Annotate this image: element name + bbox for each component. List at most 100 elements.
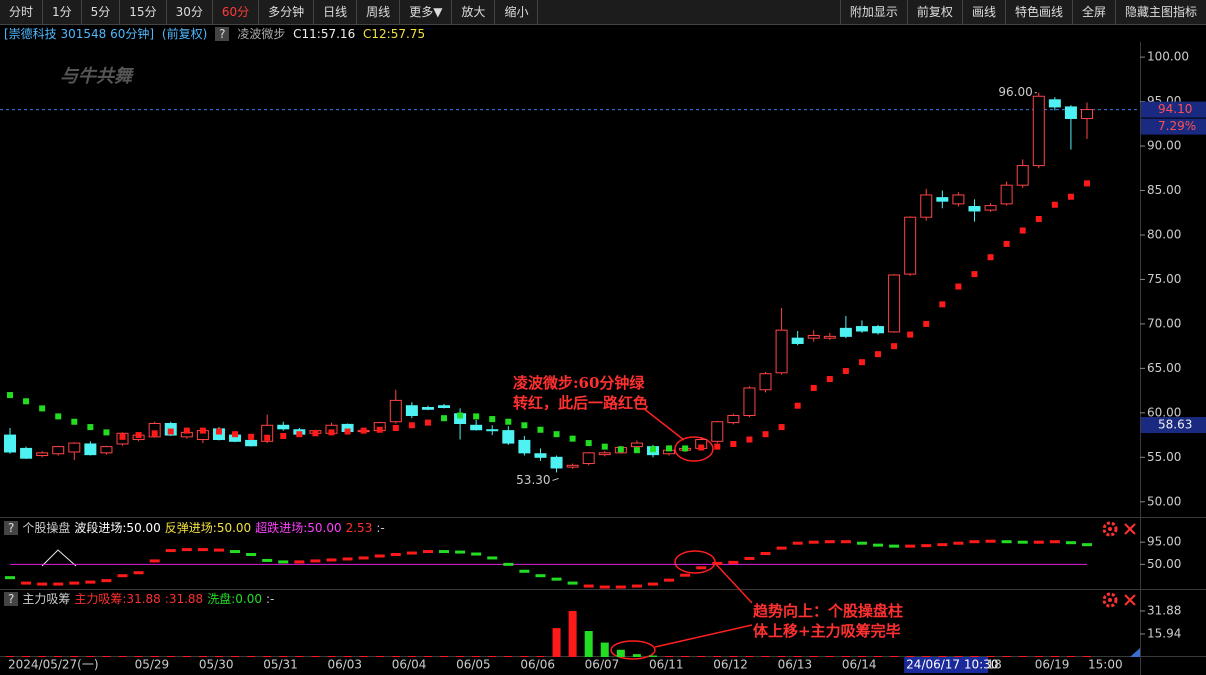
bar bbox=[343, 656, 352, 657]
indicator-dot bbox=[473, 413, 480, 420]
indicator-dash bbox=[390, 553, 401, 557]
toolbar: 分时 1分 5分 15分 30分 60分 多分钟 日线 周线 更多▼ 放大 缩小 附加显示 前复权 画线 特色… bbox=[0, 0, 1206, 25]
indicator-dot bbox=[505, 418, 512, 425]
indicator-dot bbox=[232, 431, 239, 438]
x-tick-label: 06/14 bbox=[842, 658, 877, 672]
settings-icon[interactable] bbox=[1102, 521, 1118, 537]
y-tick-label: 15.94 bbox=[1147, 626, 1181, 640]
indicator-dash bbox=[953, 541, 964, 545]
indicator-dot bbox=[376, 426, 383, 433]
toolbar-button[interactable]: 画线 bbox=[961, 0, 1005, 24]
panel-header: ? 主力吸筹 主力吸筹:31.88:31.88 洗盘:0.00:- bbox=[4, 591, 278, 607]
candle-body bbox=[1048, 99, 1061, 108]
signal-marker bbox=[41, 549, 77, 567]
bar bbox=[1066, 656, 1075, 657]
bar bbox=[311, 656, 320, 657]
toolbar-button[interactable]: 放大 bbox=[452, 0, 496, 24]
toolbar-button[interactable]: 缩小 bbox=[495, 0, 539, 24]
candle-body bbox=[984, 205, 997, 211]
toolbar-button[interactable]: 前复权 bbox=[906, 0, 962, 24]
indicator-dot bbox=[730, 440, 737, 447]
bar bbox=[6, 656, 14, 657]
candle-body bbox=[1016, 165, 1029, 186]
candle-body bbox=[630, 442, 643, 448]
x-tick-label: 05/29 bbox=[135, 658, 170, 672]
indicator-dash bbox=[840, 540, 851, 544]
bar bbox=[182, 656, 191, 657]
candle-body bbox=[261, 424, 274, 442]
indicator-dash bbox=[310, 559, 321, 563]
toolbar-button[interactable]: 30分 bbox=[167, 0, 213, 24]
indicator-dot bbox=[907, 331, 914, 338]
toolbar-button[interactable]: 隐藏主图指标 bbox=[1114, 0, 1206, 24]
watermark: 与牛共舞 bbox=[60, 66, 132, 87]
indicator-dash bbox=[728, 560, 739, 564]
toolbar-button[interactable]: 5分 bbox=[82, 0, 121, 24]
x-tick-label: 18 bbox=[987, 658, 1002, 672]
bar bbox=[793, 656, 802, 657]
header-item[interactable]: ? bbox=[4, 592, 19, 606]
x-tick-label: 06/03 bbox=[327, 658, 362, 672]
toolbar-button[interactable]: 分时 bbox=[0, 0, 44, 24]
candle-body bbox=[1000, 184, 1013, 205]
header-item: :- bbox=[376, 521, 385, 535]
toolbar-button[interactable]: 日线 bbox=[314, 0, 358, 24]
indicator-dot bbox=[199, 427, 206, 434]
bar bbox=[938, 656, 947, 657]
close-icon[interactable] bbox=[1124, 594, 1136, 606]
candle-body bbox=[807, 334, 820, 339]
header-item: 洗盘:0.00 bbox=[207, 592, 262, 606]
bar bbox=[359, 656, 368, 657]
x-tick-label: 24/06/17 10:30 bbox=[906, 658, 998, 672]
indicator-dash bbox=[712, 561, 723, 565]
indicator-dash bbox=[519, 569, 530, 573]
indicator-dot bbox=[264, 434, 271, 441]
indicator-dash bbox=[439, 550, 450, 554]
settings-icon[interactable] bbox=[1102, 592, 1118, 608]
indicator-dash bbox=[21, 581, 32, 585]
toolbar-button[interactable]: 特色画线 bbox=[1004, 0, 1072, 24]
candle-body bbox=[20, 447, 33, 459]
indicator-dot bbox=[794, 402, 801, 409]
close-icon[interactable] bbox=[1124, 523, 1136, 535]
bar bbox=[214, 656, 223, 657]
indicator-dash bbox=[53, 582, 64, 586]
highlight-ring bbox=[674, 550, 716, 574]
indicator-dash bbox=[69, 581, 80, 585]
indicator-dash bbox=[1065, 541, 1076, 545]
candle-body bbox=[888, 274, 901, 333]
bar bbox=[1018, 656, 1027, 657]
toolbar-button[interactable]: 附加显示 bbox=[839, 0, 907, 24]
bar bbox=[134, 656, 143, 657]
header-item[interactable]: ? bbox=[4, 521, 19, 535]
indicator-dash bbox=[213, 548, 224, 552]
high-label: 96.00 bbox=[998, 85, 1032, 99]
indicator-dash bbox=[455, 550, 466, 554]
indicator-dot bbox=[296, 431, 303, 438]
candle-body bbox=[100, 446, 113, 454]
toolbar-button[interactable]: 多分钟 bbox=[259, 0, 315, 24]
bar bbox=[761, 656, 770, 657]
indicator-dot bbox=[1003, 240, 1010, 247]
candle-body bbox=[952, 194, 965, 205]
bar bbox=[890, 656, 899, 657]
indicator-dot bbox=[682, 445, 689, 452]
x-tick-label: 06/05 bbox=[456, 658, 491, 672]
toolbar-button[interactable]: 更多▼ bbox=[400, 0, 453, 24]
y-tick-label: 70.00 bbox=[1147, 316, 1181, 330]
candle-body bbox=[1081, 109, 1093, 119]
help-button[interactable]: ? bbox=[215, 27, 230, 41]
toolbar-button[interactable]: 全屏 bbox=[1071, 0, 1115, 24]
toolbar-button[interactable]: 60分 bbox=[213, 0, 260, 24]
indicator-dot bbox=[633, 447, 640, 454]
toolbar-button[interactable]: 1分 bbox=[43, 0, 82, 24]
toolbar-button[interactable]: 15分 bbox=[120, 0, 167, 24]
y-tick-label: 60.00 bbox=[1147, 405, 1181, 419]
y-tick-label: 55.00 bbox=[1147, 450, 1181, 464]
ref-price-label: 58.63 bbox=[1158, 418, 1192, 432]
indicator-dot bbox=[617, 446, 624, 453]
x-tick-label: 2024/05/27(一) bbox=[8, 658, 99, 672]
toolbar-button[interactable]: 周线 bbox=[357, 0, 401, 24]
indicator-dot bbox=[87, 424, 94, 431]
candle-body bbox=[4, 434, 16, 453]
